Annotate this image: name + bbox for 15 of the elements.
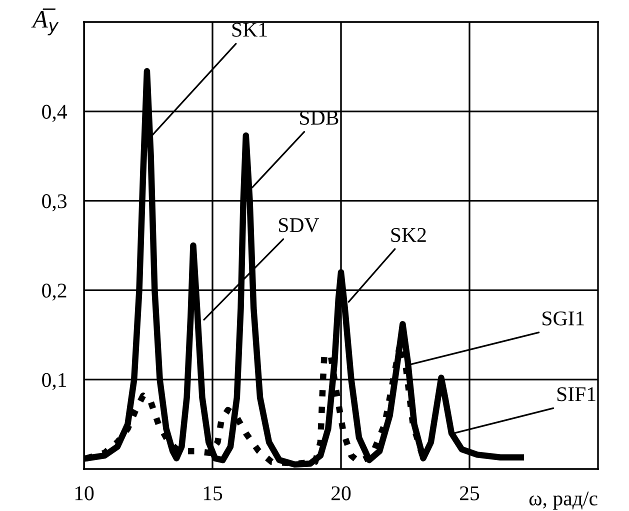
annotation: SDV bbox=[279, 218, 320, 232]
annotation: SK1 bbox=[232, 22, 267, 37]
y-tick-label: 0,4 bbox=[42, 104, 68, 122]
y-axis-title: A̅$_{y}$ bbox=[31, 8, 59, 36]
x-tick-label: 25 bbox=[460, 486, 480, 500]
y-tick-label: 0,1 bbox=[42, 372, 66, 390]
annotation: SIF1 bbox=[557, 387, 596, 402]
x-axis-title: ω, рад/с bbox=[529, 492, 598, 510]
x-tick-label: 15 bbox=[204, 486, 222, 500]
annotation: SGI1 bbox=[542, 311, 584, 326]
y-tick-label: 0,2 bbox=[42, 284, 66, 301]
annotation: SK2 bbox=[391, 228, 426, 242]
x-tick-label: 10 bbox=[75, 486, 94, 500]
x-tick-label: 20 bbox=[332, 486, 351, 500]
y-tick-label: 0,3 bbox=[42, 194, 67, 212]
